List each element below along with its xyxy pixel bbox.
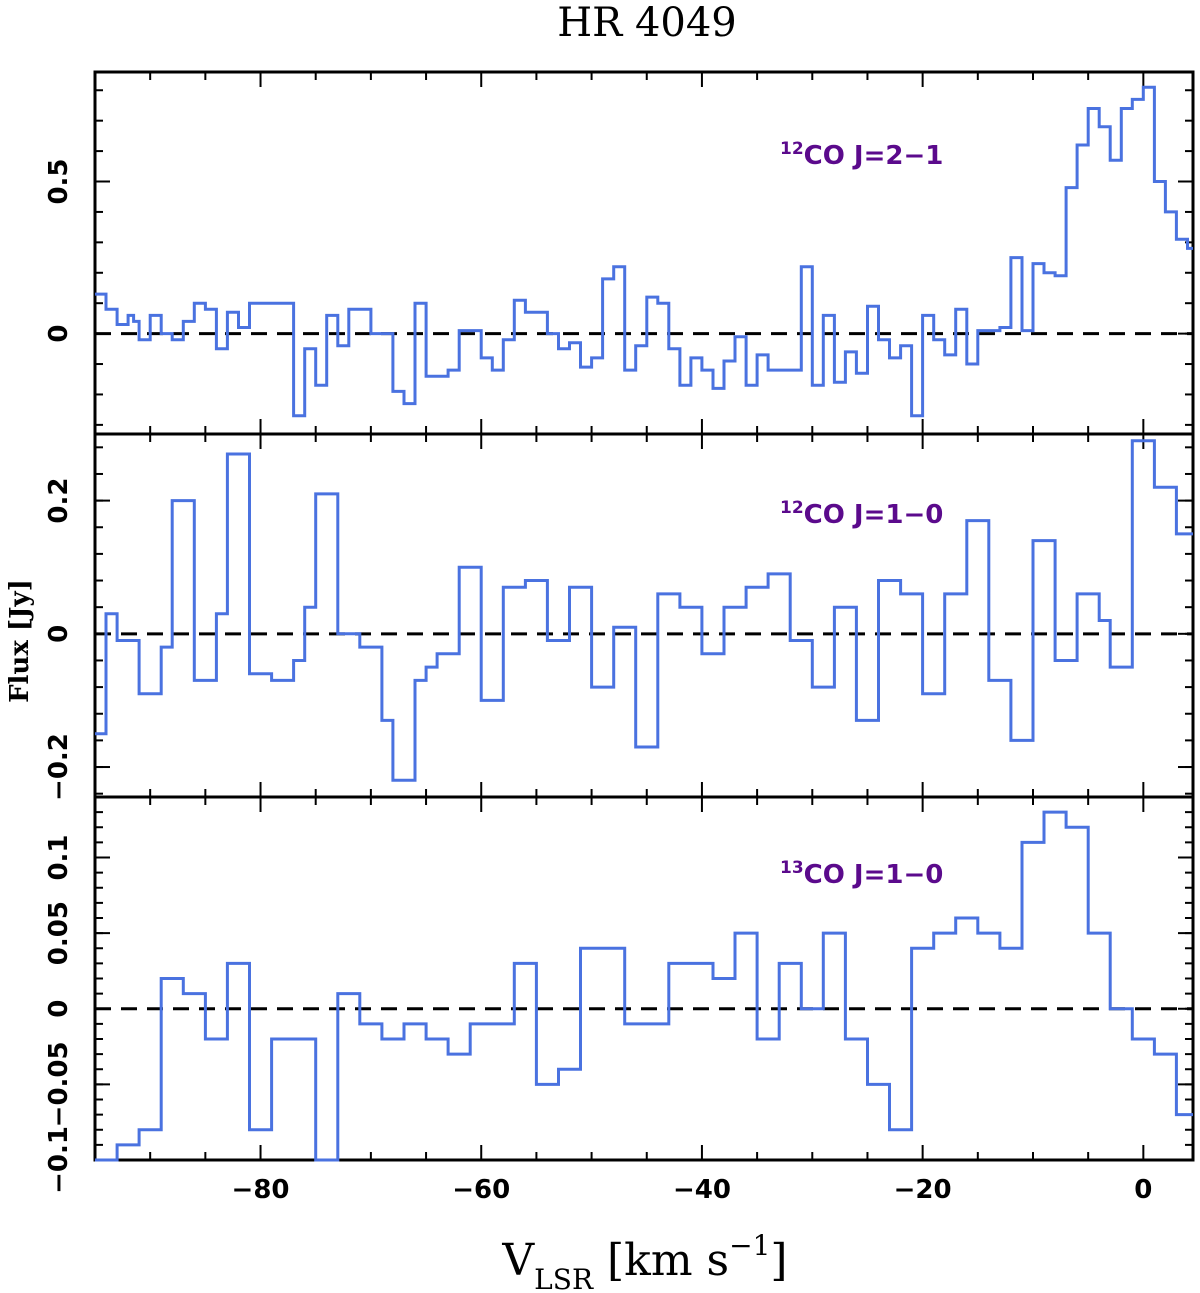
- y-tick-label: 0.05: [44, 901, 74, 965]
- panel-label-text: CO J=2−1: [804, 141, 944, 171]
- panel-13co-1-0: −0.1−0.05 0 0.05 0.1 13CO J=1−0: [44, 795, 1195, 1194]
- y-tick-label: −0.05: [44, 1041, 74, 1127]
- panel-12co-1-0: −0.2 0 0.2 12CO J=1−0: [44, 432, 1195, 801]
- spectrum-line: [95, 810, 1193, 1162]
- panel-12co-2-1: 0 0.5 12CO J=2−1: [44, 70, 1195, 436]
- panel-label-sup: 12: [780, 498, 804, 518]
- y-tick-label: 0.1: [44, 834, 74, 880]
- y-tick-label: 0: [44, 625, 74, 643]
- panel-label-sup: 13: [780, 858, 804, 878]
- panel-label-text: CO J=1−0: [804, 860, 944, 890]
- panel-frame: [93, 70, 1195, 436]
- panel-label-text: CO J=1−0: [804, 500, 944, 530]
- y-tick-label: 0.2: [44, 478, 74, 524]
- y-tick-label: −0.1: [44, 1126, 74, 1194]
- y-axis-label: Flux [Jy]: [5, 579, 35, 703]
- panel-label-sup: 12: [780, 139, 804, 159]
- panel-frame: [93, 432, 1195, 799]
- x-tick-label: −40: [673, 1175, 731, 1205]
- x-axis-label-main: V: [501, 1235, 535, 1286]
- x-tick-label: −20: [894, 1175, 952, 1205]
- y-tick-label: 0.5: [44, 158, 74, 204]
- x-axis-label-sub: LSR: [534, 1263, 594, 1293]
- spectrum-line: [95, 85, 1193, 418]
- y-tick-label: 0: [44, 1000, 74, 1018]
- panel-label: 13CO J=1−0: [780, 858, 943, 890]
- chart-title: HR 4049: [557, 0, 737, 46]
- x-axis-label-units-sup: −1: [729, 1229, 770, 1262]
- x-axis-label: VLSR [km s−1]: [501, 1229, 787, 1293]
- panel-label: 12CO J=1−0: [780, 498, 943, 530]
- panel-label: 12CO J=2−1: [780, 139, 943, 171]
- x-tick-labels: −80 −60 −40 −20 0: [232, 1175, 1153, 1205]
- spectrum-line: [95, 439, 1193, 782]
- x-tick-label: −60: [452, 1175, 510, 1205]
- x-axis-label-units: [km s: [593, 1235, 729, 1286]
- x-axis-label-units-close: ]: [770, 1235, 787, 1286]
- panel-frame: [93, 795, 1195, 1162]
- y-tick-label: 0: [44, 325, 74, 343]
- y-tick-label: −0.2: [44, 733, 74, 801]
- x-tick-label: −80: [232, 1175, 290, 1205]
- x-tick-label: 0: [1134, 1175, 1152, 1205]
